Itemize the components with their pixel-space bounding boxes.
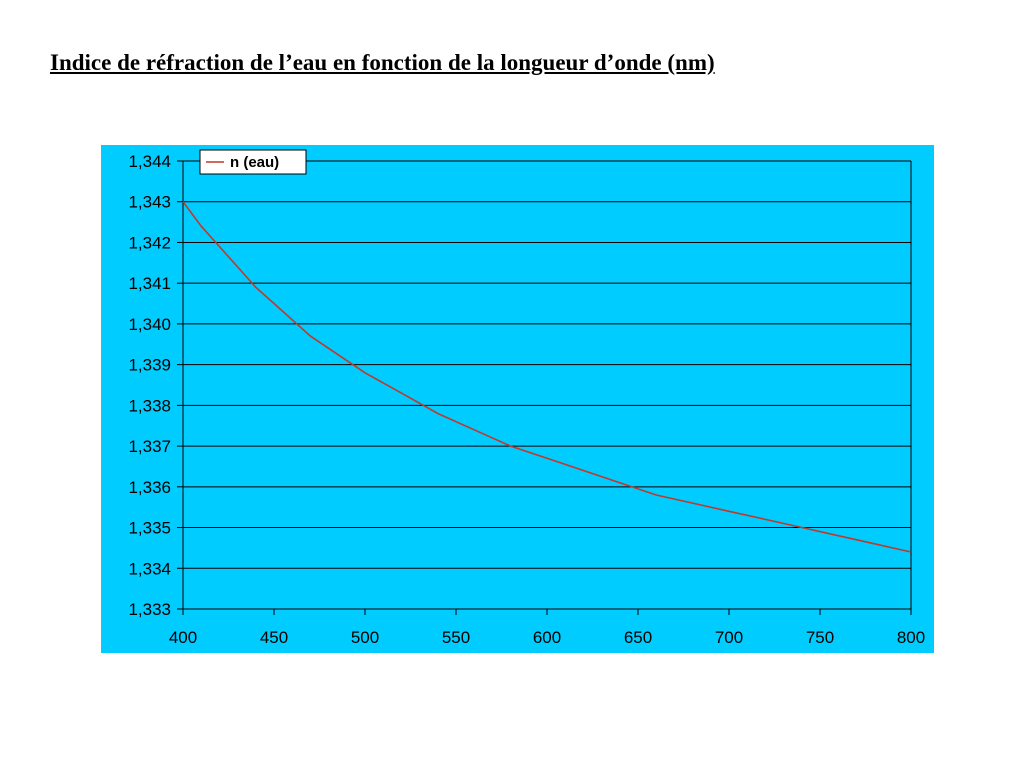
series-layer bbox=[182, 201, 912, 553]
axes bbox=[177, 160, 912, 615]
legend: n (eau) bbox=[199, 149, 307, 175]
y-tick-label: 1,341 bbox=[128, 274, 171, 293]
y-tick-label: 1,338 bbox=[128, 396, 171, 415]
y-tick-label: 1,344 bbox=[128, 152, 171, 171]
page-title: Indice de réfraction de l’eau en fonctio… bbox=[50, 50, 715, 75]
y-tick-label: 1,333 bbox=[128, 600, 171, 619]
x-tick-label: 650 bbox=[624, 628, 652, 647]
x-tick-label: 800 bbox=[897, 628, 925, 647]
y-tick-label: 1,335 bbox=[128, 519, 171, 538]
legend-label: n (eau) bbox=[230, 154, 279, 171]
y-tick-label: 1,339 bbox=[128, 356, 171, 375]
y-tick-label: 1,343 bbox=[128, 193, 171, 212]
tick-labels: 1,333 1,334 1,335 1,336 1,337 1,338 1,339 1,340… bbox=[128, 152, 925, 647]
x-tick-label: 450 bbox=[260, 628, 288, 647]
plot-background bbox=[101, 145, 934, 653]
x-tick-label: 700 bbox=[715, 628, 743, 647]
chart-container: 1,333 1,334 1,335 1,336 1,337 1,338 1,339 1,340… bbox=[101, 145, 934, 653]
x-tick-label: 600 bbox=[533, 628, 561, 647]
y-tick-label: 1,334 bbox=[128, 559, 171, 578]
x-tick-label: 750 bbox=[806, 628, 834, 647]
y-tick-label: 1,342 bbox=[128, 233, 171, 252]
series-line-n-eau bbox=[182, 201, 912, 553]
x-tick-label: 400 bbox=[169, 628, 197, 647]
x-tick-label: 500 bbox=[351, 628, 379, 647]
y-tick-label: 1,337 bbox=[128, 437, 171, 456]
line-chart: 1,333 1,334 1,335 1,336 1,337 1,338 1,339 1,340… bbox=[101, 145, 934, 653]
y-tick-label: 1,336 bbox=[128, 478, 171, 497]
y-tick-label: 1,340 bbox=[128, 315, 171, 334]
x-tick-label: 550 bbox=[442, 628, 470, 647]
